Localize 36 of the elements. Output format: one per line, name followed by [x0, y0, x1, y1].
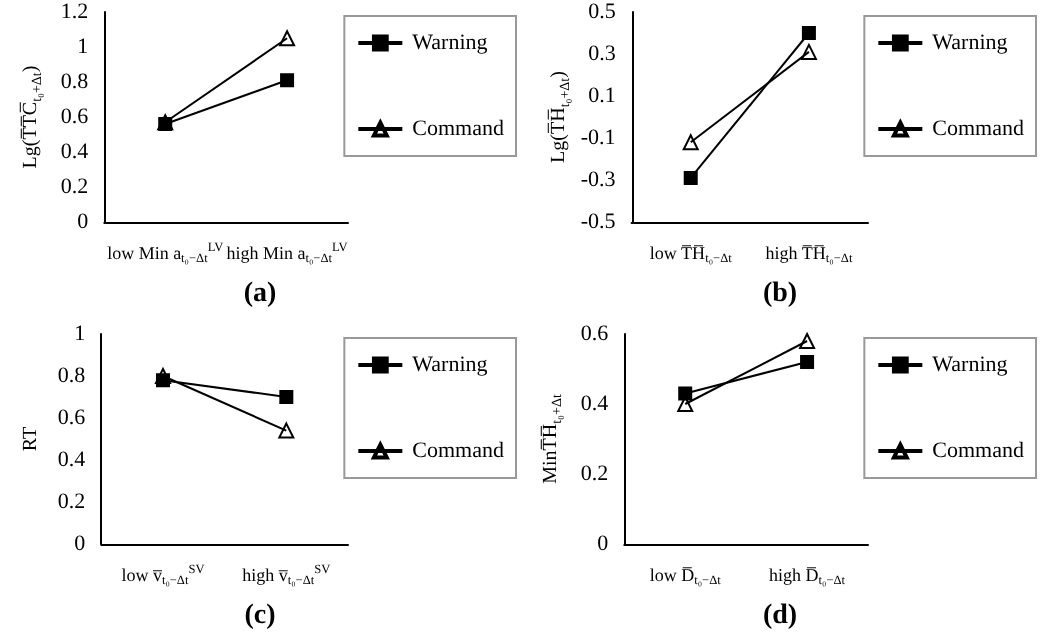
y-tick-label: 0.6	[57, 406, 87, 430]
text: (d)	[762, 601, 798, 631]
text: (b)	[762, 279, 798, 309]
legend-label: Command	[412, 439, 505, 463]
legend-label: Command	[412, 117, 505, 141]
y-tick-label: 0	[77, 210, 90, 234]
legend-label: Warning	[932, 31, 1009, 55]
legend-label: Warning	[412, 31, 489, 55]
y-tick-label: 0.8	[60, 70, 90, 94]
y-tick-label: 0.2	[580, 462, 609, 486]
text: (c)	[244, 601, 277, 631]
legend-label: Command	[932, 439, 1025, 463]
y-tick-label: 1.2	[60, 0, 89, 24]
y-tick-label: -0.3	[580, 168, 617, 192]
y-tick-label: 1	[74, 322, 86, 346]
y-tick-label: 0	[597, 532, 610, 556]
y-tick-label: 1	[77, 35, 89, 59]
y-tick-label: 0	[74, 532, 87, 556]
y-axis-title: RT	[20, 426, 43, 452]
y-tick-label: 0.4	[580, 392, 610, 416]
y-tick-label: 0.1	[588, 84, 616, 108]
y-tick-label: 0.3	[588, 42, 617, 66]
legend-label: Warning	[412, 353, 489, 377]
legend-label: Warning	[932, 353, 1009, 377]
y-tick-label: 0.4	[57, 448, 87, 472]
y-tick-label: -0.1	[580, 126, 616, 150]
y-tick-label: -0.5	[580, 210, 617, 234]
y-tick-label: 0.8	[57, 364, 87, 388]
y-tick-label: 0.4	[60, 140, 90, 164]
y-tick-label: 0.6	[60, 105, 90, 129]
y-tick-label: 0.5	[588, 0, 617, 24]
legend-label: Command	[932, 117, 1025, 141]
y-tick-label: 0.2	[60, 175, 89, 199]
y-tick-label: 0.2	[57, 490, 86, 514]
y-tick-label: 0.6	[580, 322, 610, 346]
text: (a)	[243, 279, 277, 309]
